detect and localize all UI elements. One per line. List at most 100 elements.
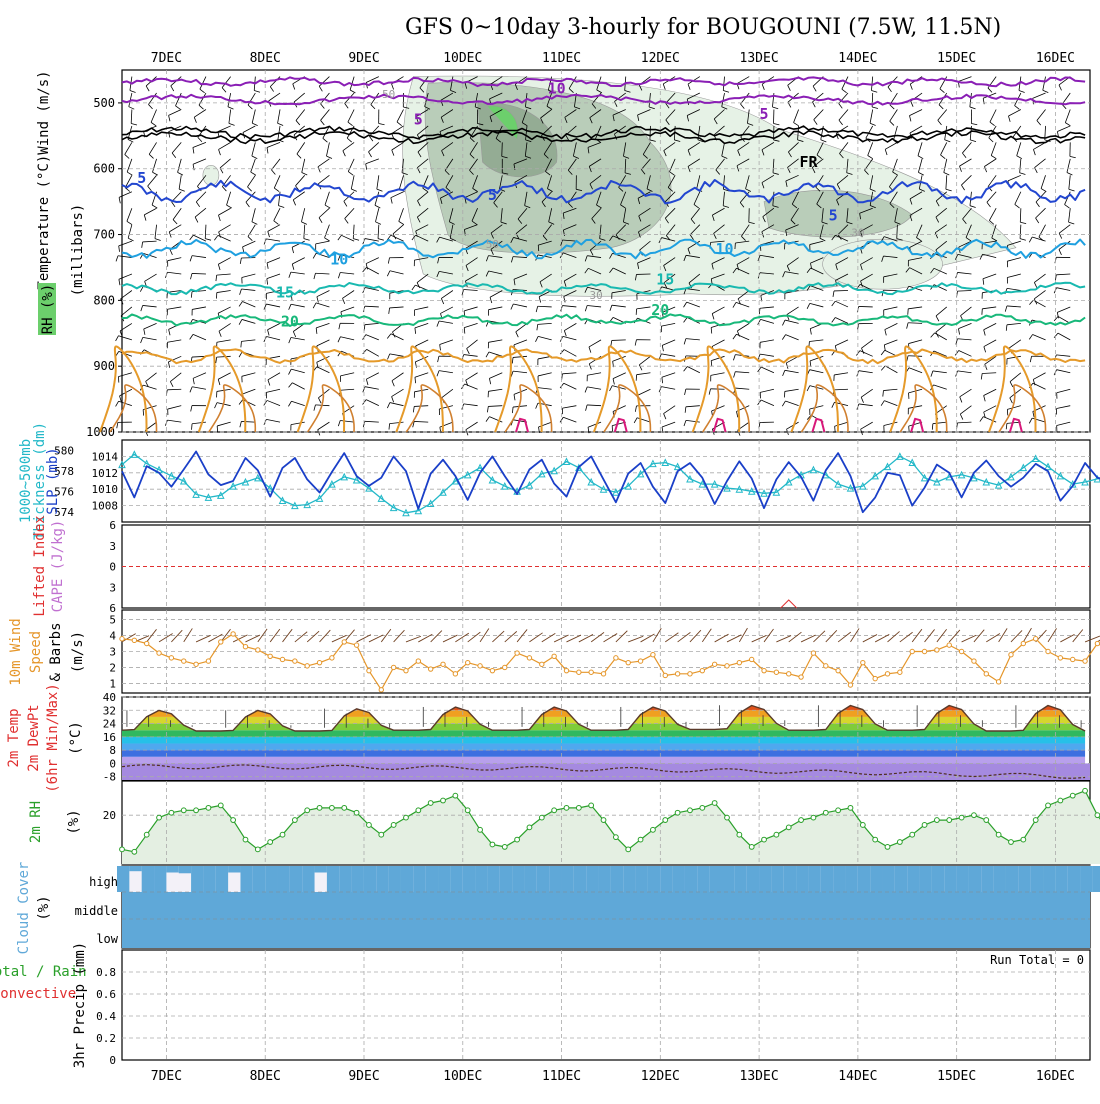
wind-barb-flag — [196, 202, 199, 207]
wind-barb — [464, 323, 477, 327]
wind-barb — [1007, 323, 1021, 324]
wind-barb-flag — [936, 316, 939, 321]
wind-barb — [870, 109, 873, 123]
wind-barb — [144, 323, 157, 329]
wind-barb-flag — [391, 198, 392, 204]
wind-barb-10m — [320, 630, 331, 642]
wind-barb — [218, 235, 231, 241]
wind-barb — [195, 208, 206, 217]
wind-barb-flag — [195, 217, 198, 222]
wind-speed-marker — [305, 664, 309, 668]
wind-barb-flag — [639, 365, 642, 370]
wind-barb-flag — [931, 371, 933, 377]
wind-barb — [167, 420, 181, 422]
wind-barb-flag — [560, 350, 564, 355]
contour-label: 10 — [715, 240, 733, 258]
wind-barb — [1069, 208, 1071, 222]
wind-barb — [351, 175, 354, 189]
wind-barb — [302, 159, 305, 173]
wind-barb-10m — [492, 631, 504, 642]
wind-barb-flag — [219, 149, 221, 155]
wind-barb-flag — [783, 370, 785, 376]
wind-barb-flag — [589, 364, 591, 370]
wind-barb-flag — [125, 154, 129, 158]
wind-speed-marker — [836, 668, 840, 672]
wind-barb — [984, 323, 996, 329]
wind-barb-flag — [339, 323, 340, 329]
wind-speed-marker — [354, 643, 358, 647]
wind-barb — [464, 307, 477, 311]
wind-barb-flag — [319, 218, 322, 223]
wind-barb-flag — [832, 318, 836, 323]
cloud-high-bar — [524, 866, 536, 892]
rh-marker — [169, 810, 174, 815]
rh-marker — [231, 818, 236, 823]
wind-barb — [218, 373, 230, 380]
y-axis-label: Temperature (°C)Wind (m/s) — [36, 70, 52, 289]
wind-barb — [326, 142, 329, 156]
wind-barb — [1057, 126, 1070, 132]
precip-convective-label: Convective — [0, 986, 76, 1002]
wind-speed-marker — [910, 649, 914, 653]
temperature-band — [122, 750, 1090, 757]
wind-barb — [441, 290, 453, 298]
wind-barb — [366, 258, 379, 264]
wind-barb — [539, 422, 552, 427]
wind-speed-marker — [984, 672, 988, 676]
y-axis-label: 2m Temp — [6, 708, 22, 767]
wind-speed-marker — [675, 672, 679, 676]
wind-barb-flag — [397, 122, 402, 126]
wind-barb — [1033, 93, 1046, 98]
y-axis-label: (m/s) — [70, 631, 86, 673]
cloud-high-bar — [920, 866, 932, 892]
warm-core-contour — [1010, 419, 1022, 432]
wind-barb-flag — [148, 104, 152, 108]
wind-barb-flag — [240, 258, 241, 264]
wind-barb — [342, 290, 354, 298]
wind-barb-flag — [910, 84, 912, 90]
wind-barb — [192, 256, 206, 258]
wind-barb — [1037, 109, 1046, 120]
wind-speed-marker — [404, 668, 408, 672]
wind-barb-flag — [366, 379, 368, 385]
wind-barb — [218, 126, 231, 132]
wind-speed-marker — [1033, 637, 1037, 641]
wind-barb — [1067, 159, 1070, 173]
wind-barb-flag — [1069, 189, 1075, 191]
wind-speed-marker — [515, 651, 519, 655]
wind-barb — [464, 289, 478, 290]
wind-barb-10m — [196, 635, 211, 642]
wind-barb-flag — [1030, 356, 1031, 362]
wind-barb — [563, 336, 577, 339]
wind-barb — [1007, 306, 1021, 307]
wind-barb-flag — [325, 238, 330, 241]
wind-barb — [1043, 77, 1046, 91]
wind-barb-flag — [345, 103, 349, 108]
wind-barb-flag — [172, 153, 176, 158]
rh-marker — [317, 805, 322, 810]
wind-barb-flag — [155, 239, 161, 241]
wind-barb-flag — [119, 197, 120, 203]
contour-label: FR — [799, 153, 818, 171]
temp-tick-label: 8 — [109, 744, 116, 757]
wind-barb-flag — [723, 91, 729, 93]
wind-barb-flag — [239, 400, 243, 405]
wind-barb-flag — [684, 318, 688, 323]
wind-barb-flag — [378, 239, 384, 241]
wind-barb-flag — [169, 232, 171, 238]
wind-speed-marker — [749, 657, 753, 661]
wind-barb — [785, 401, 798, 406]
wind-barb — [513, 304, 527, 307]
rh-marker — [552, 808, 557, 813]
date-label-top: 9DEC — [348, 51, 379, 66]
cloud-high-bar — [895, 866, 907, 892]
wind-barb-flag — [733, 355, 735, 361]
wind-barb — [365, 239, 379, 242]
rh-marker — [157, 815, 162, 820]
wind-barb — [268, 323, 280, 329]
wind-barb-10m — [678, 632, 691, 642]
cloud-high-bar — [179, 866, 191, 873]
wind-barb-flag — [348, 172, 353, 176]
wind-barb-flag — [885, 149, 887, 155]
wind-barb-flag — [990, 122, 995, 126]
